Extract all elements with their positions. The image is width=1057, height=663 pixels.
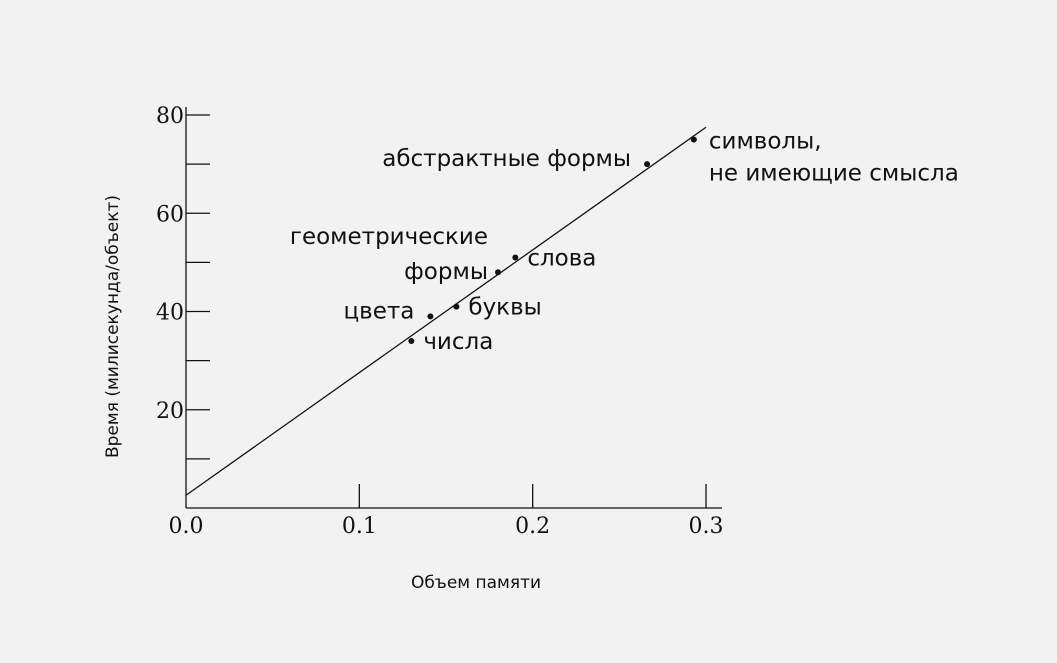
point-label: числа <box>423 329 493 355</box>
point-label-line: формы <box>404 259 488 285</box>
data-point <box>690 136 697 143</box>
y-tick-label: 60 <box>156 202 184 227</box>
axes <box>185 107 722 509</box>
data-point <box>408 337 415 344</box>
point-label: цвета <box>344 298 415 324</box>
data-points <box>408 136 697 344</box>
data-point <box>427 313 434 320</box>
data-point <box>495 269 501 276</box>
ticks: 0.0 0.1 0.2 0.3 20 40 60 80 <box>156 104 724 539</box>
point-label: буквы <box>468 295 541 321</box>
data-point <box>512 254 519 261</box>
y-tick-label: 80 <box>156 104 184 129</box>
y-tick-label: 40 <box>156 301 184 326</box>
data-point <box>644 161 651 168</box>
point-label: слова <box>527 245 596 271</box>
point-label-line: символы, <box>709 129 822 155</box>
point-labels: числа цвета буквы геометрические формы слова а… <box>290 129 959 355</box>
point-label-line: геометрические <box>290 224 488 250</box>
point-label-line: не имеющие смысла <box>709 161 959 187</box>
x-axis-title: Объем памяти <box>411 573 541 593</box>
y-axis-title: Время (милисекунда/объект) <box>103 195 123 458</box>
x-tick-label: 0.0 <box>169 514 204 539</box>
x-tick-label: 0.3 <box>689 514 724 539</box>
data-point <box>453 303 460 310</box>
x-tick-label: 0.1 <box>342 514 377 539</box>
point-label: абстрактные формы <box>382 146 631 172</box>
regression-line <box>185 126 707 496</box>
x-tick-label: 0.2 <box>515 514 550 539</box>
y-tick-label: 20 <box>156 399 184 424</box>
